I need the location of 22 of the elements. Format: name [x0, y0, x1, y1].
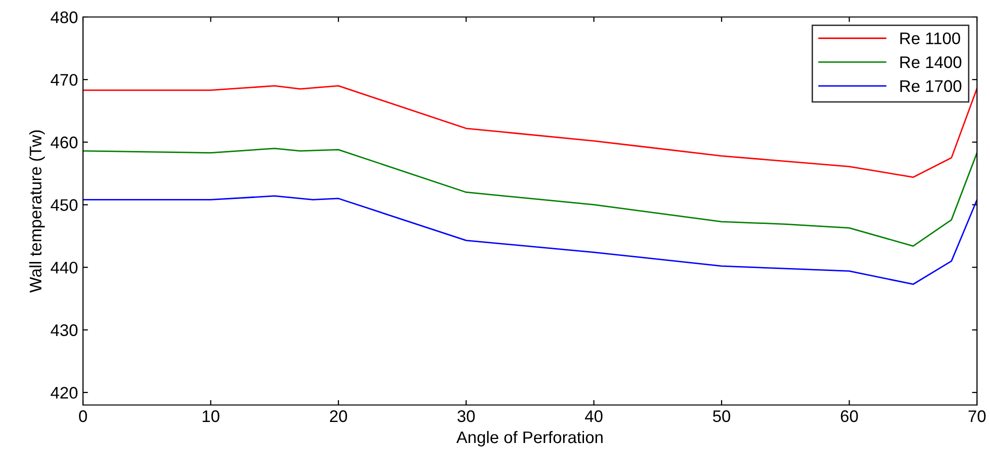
- y-axis-title: Wall temperature (Tw): [29, 130, 45, 293]
- x-tick-label: 50: [712, 410, 730, 422]
- x-tick-label: 10: [202, 410, 220, 422]
- y-tick-label: 420: [50, 386, 78, 399]
- y-tick-label: 450: [50, 199, 78, 211]
- x-tick-label: 30: [458, 410, 475, 422]
- y-tick-label: 470: [50, 74, 78, 86]
- x-tick-label: 20: [330, 410, 348, 422]
- line-series: [83, 195, 977, 285]
- legend-label: Re 1700: [900, 80, 962, 92]
- y-tick-label: 440: [50, 262, 78, 274]
- y-tick-label: 480: [50, 11, 78, 24]
- x-tick-label: 70: [968, 410, 986, 422]
- x-tick-label: 0: [79, 410, 87, 422]
- line-series: [83, 148, 977, 247]
- x-tick-label: 60: [840, 410, 858, 422]
- x-tick-label: 40: [584, 410, 602, 422]
- legend-label: Re 1400: [900, 56, 962, 68]
- y-tick-label: 430: [50, 324, 78, 336]
- x-axis-title: Angle of Perforation: [456, 430, 603, 446]
- legend-label: Re 1100: [900, 32, 960, 44]
- y-tick-label: 460: [50, 136, 78, 148]
